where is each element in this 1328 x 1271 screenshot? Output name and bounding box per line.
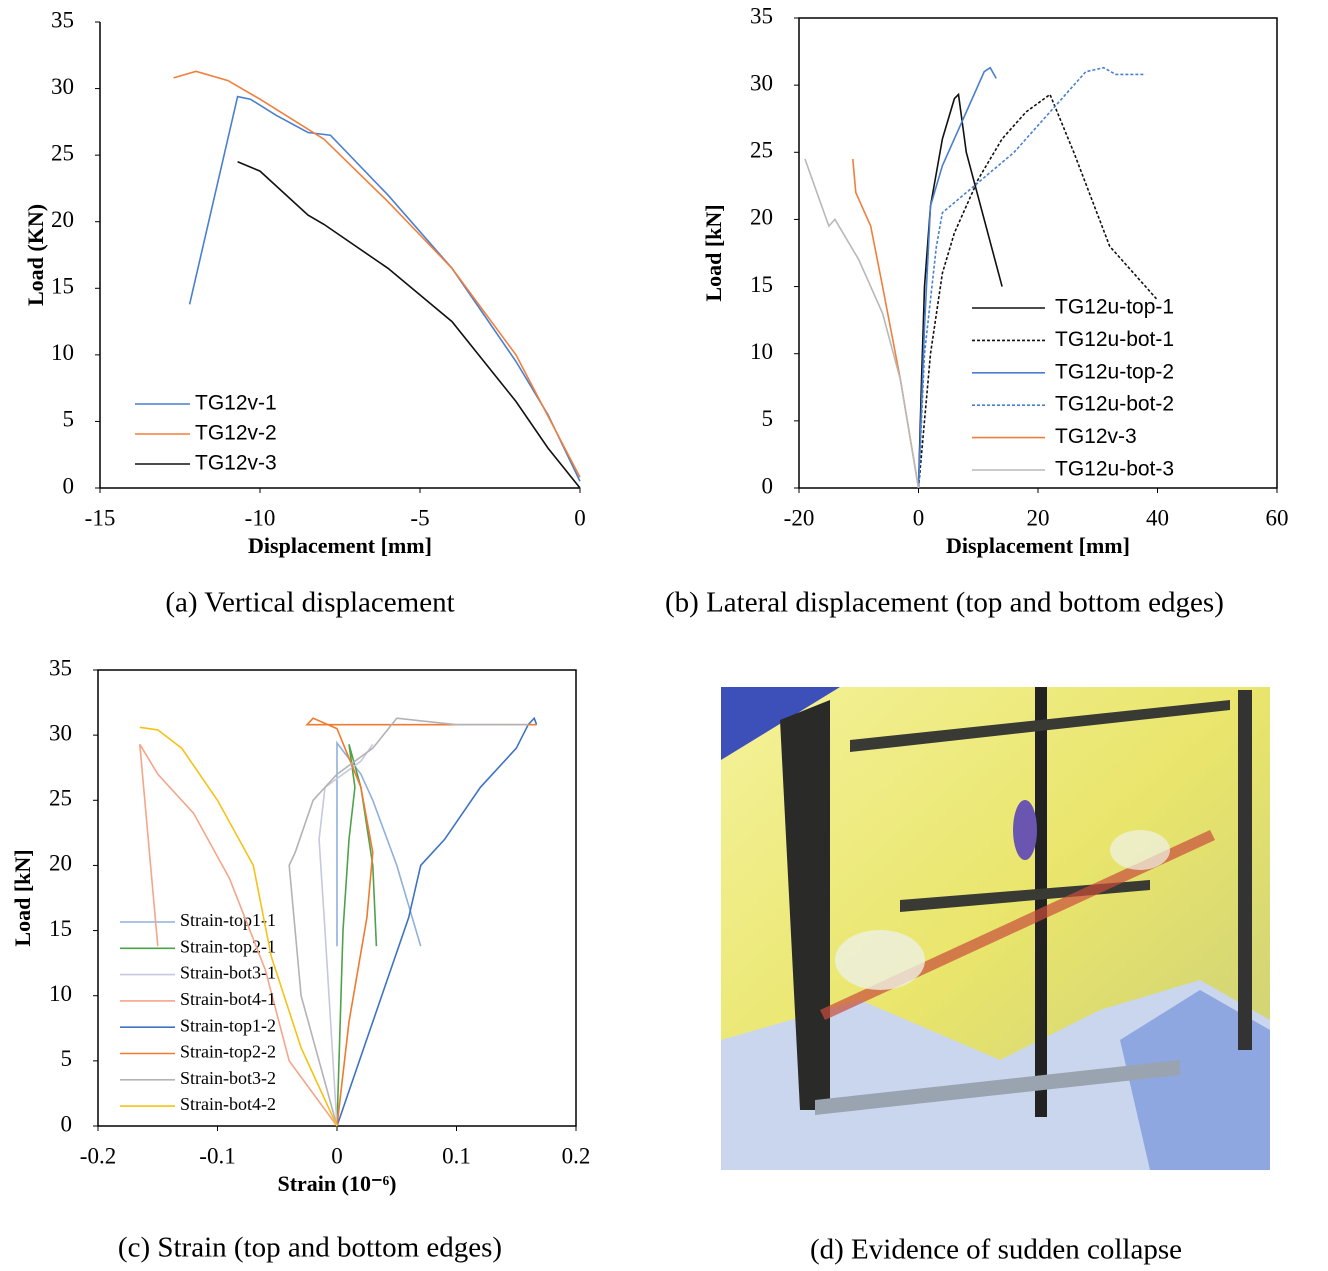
- chart-caption: (c) Strain (top and bottom edges): [118, 1232, 502, 1264]
- y-tick-label: 10: [49, 981, 72, 1006]
- x-tick-label: -10: [245, 505, 276, 530]
- data-line: [917, 66, 997, 489]
- legend-label: TG12v-1: [195, 392, 277, 415]
- data-line: [139, 726, 338, 1127]
- data-line: [917, 66, 1146, 489]
- y-tick-label: 25: [750, 138, 773, 163]
- photo: [721, 687, 1270, 1170]
- legend-label: Strain-bot3-1: [180, 963, 276, 983]
- data-line: [336, 716, 538, 1127]
- y-tick-label: 30: [49, 720, 72, 745]
- data-line: [139, 743, 338, 1127]
- legend-label: Strain-bot4-2: [180, 1094, 276, 1114]
- data-line: [173, 70, 581, 478]
- legend-label: TG12u-top-1: [1055, 296, 1174, 319]
- y-tick-label: 10: [750, 339, 773, 364]
- x-tick-label: 0: [574, 505, 586, 530]
- data-line: [305, 717, 537, 1127]
- x-tick-label: -0.2: [80, 1143, 116, 1168]
- data-line: [336, 740, 422, 947]
- legend-label: Strain-top1-2: [180, 1015, 276, 1035]
- x-tick-label: -20: [784, 505, 815, 530]
- x-tick-label: 0: [331, 1143, 343, 1168]
- x-axis-title: Displacement [mm]: [248, 533, 432, 558]
- x-tick-label: 0.2: [562, 1143, 591, 1168]
- y-tick-label: 0: [63, 473, 75, 498]
- y-tick-label: 25: [51, 140, 74, 165]
- legend-label: Strain-top2-2: [180, 1042, 276, 1062]
- chart-caption: (b) Lateral displacement (top and bottom…: [665, 587, 1224, 619]
- x-tick-label: 20: [1027, 505, 1050, 530]
- data-line: [288, 717, 529, 1127]
- y-tick-label: 10: [51, 340, 74, 365]
- x-tick-label: 0.1: [442, 1143, 471, 1168]
- y-tick-label: 0: [61, 1111, 73, 1136]
- y-tick-label: 15: [51, 274, 74, 299]
- legend-label: TG12u-bot-2: [1055, 393, 1174, 416]
- y-axis-title: Load [kN]: [701, 204, 726, 301]
- legend-label: Strain-top1-1: [180, 910, 276, 930]
- x-tick-label: 40: [1146, 505, 1169, 530]
- y-axis-title: Load (KN): [23, 204, 48, 306]
- y-tick-label: 20: [750, 205, 773, 230]
- y-tick-label: 35: [51, 7, 74, 32]
- y-tick-label: 20: [51, 207, 74, 232]
- data-line: [237, 161, 581, 489]
- y-tick-label: 15: [750, 272, 773, 297]
- chart-caption: (a) Vertical displacement: [165, 587, 454, 619]
- y-tick-label: 25: [49, 786, 72, 811]
- y-tick-label: 5: [61, 1046, 73, 1071]
- x-tick-label: -5: [410, 505, 429, 530]
- legend-label: TG12u-top-2: [1055, 360, 1174, 383]
- x-axis-title: Displacement [mm]: [946, 533, 1130, 558]
- x-axis-title: Strain (10⁻⁶): [277, 1171, 396, 1196]
- y-tick-label: 0: [762, 473, 774, 498]
- y-tick-label: 30: [51, 74, 74, 99]
- y-tick-label: 35: [750, 3, 773, 28]
- y-tick-label: 15: [49, 916, 72, 941]
- x-tick-label: -0.1: [199, 1143, 235, 1168]
- data-line: [917, 93, 1159, 489]
- legend-label: Strain-bot3-2: [180, 1068, 276, 1088]
- data-line: [917, 92, 1003, 489]
- legend-label: TG12v-3: [195, 452, 277, 475]
- y-tick-label: 35: [49, 655, 72, 680]
- data-line: [188, 95, 581, 482]
- y-tick-label: 5: [762, 406, 774, 431]
- x-tick-label: 60: [1266, 505, 1289, 530]
- legend-label: TG12u-bot-3: [1055, 458, 1174, 481]
- data-line: [804, 158, 920, 489]
- data-line: [318, 743, 374, 1127]
- legend-label: TG12v-2: [195, 422, 277, 445]
- legend-label: Strain-bot4-1: [180, 989, 276, 1009]
- plot-frame: [798, 17, 1278, 489]
- x-tick-label: -15: [85, 505, 116, 530]
- legend-label: TG12v-3: [1055, 425, 1137, 448]
- photo-caption: (d) Evidence of sudden collapse: [810, 1234, 1182, 1266]
- y-tick-label: 20: [49, 851, 72, 876]
- y-axis-title: Load [kN]: [10, 849, 35, 946]
- y-tick-label: 30: [750, 70, 773, 95]
- y-tick-label: 5: [63, 407, 75, 432]
- legend-label: TG12u-bot-1: [1055, 328, 1174, 351]
- x-tick-label: 0: [913, 505, 925, 530]
- legend-label: Strain-top2-1: [180, 936, 276, 956]
